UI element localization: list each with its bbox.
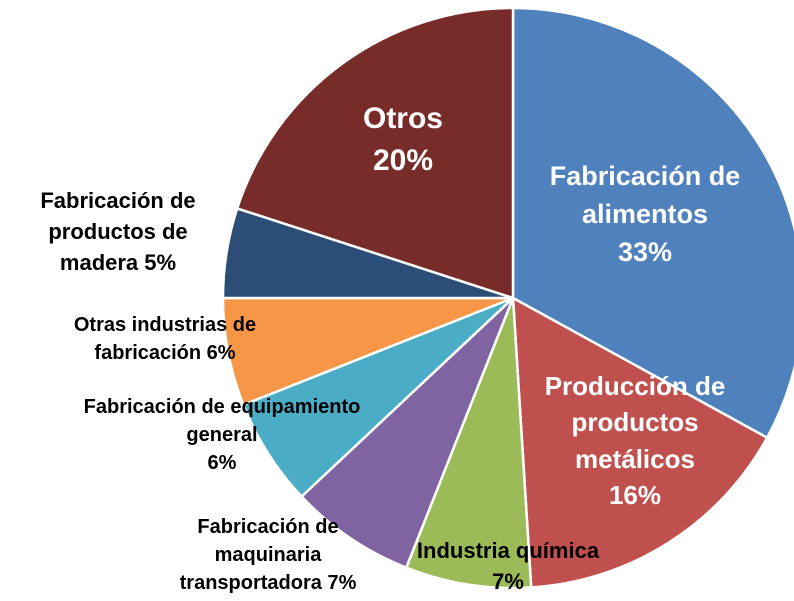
category-label: Producción de productos metálicos (544, 371, 726, 474)
slice-label: Fabricación de productos de madera 5% (8, 186, 228, 278)
value-label: 7% (492, 568, 524, 594)
value-label: 20% (372, 144, 434, 177)
pie-slice (299, 297, 515, 570)
slice-label: Fabricación de maquinaria transportadora… (163, 513, 373, 597)
value-label: 16% (608, 480, 662, 511)
value-label: 33% (617, 236, 673, 267)
category-label: Industria química (416, 538, 600, 563)
category-label: Otros (362, 102, 443, 135)
slice-label: Industria química 7% (373, 536, 643, 598)
slice-label: Producción de productos metálicos 16% (520, 368, 750, 514)
slice-label: Fabricación de alimentos 33% (520, 158, 770, 271)
category-label: Fabricación de equipamiento general (83, 396, 361, 446)
value-label: 7% (327, 572, 357, 594)
value-label: 6% (206, 342, 236, 364)
pie-slice (511, 295, 769, 589)
slice-label: Fabricación de equipamiento general 6% (77, 393, 367, 477)
value-label: 6% (207, 452, 237, 474)
category-label: Fabricación de productos de madera (40, 188, 196, 275)
value-label: 5% (144, 249, 177, 275)
category-label: Otras industrias de fabricación (73, 314, 257, 364)
category-label: Fabricación de alimentos (549, 161, 741, 229)
pie-slice (404, 297, 533, 590)
category-label: Fabricación de maquinaria transportadora (179, 516, 339, 594)
pie-slice (235, 6, 515, 300)
pie-slice (511, 6, 794, 440)
slice-label: Otros 20% (323, 98, 483, 182)
slice-label: Otras industrias de fabricación 6% (35, 311, 295, 367)
